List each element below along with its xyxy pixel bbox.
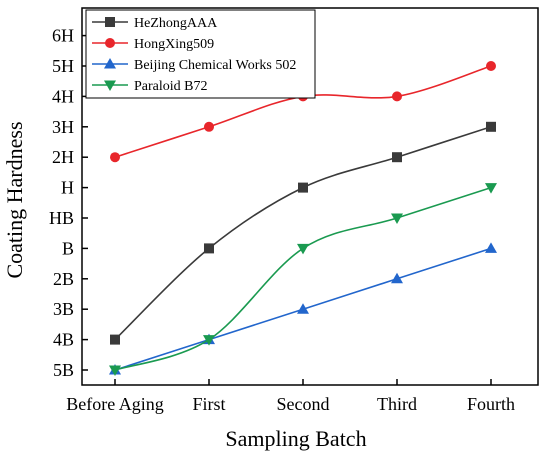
legend: HeZhongAAA HongXing509 Beijing Chemical Wo… (85, 9, 316, 99)
legend-label: HongXing509 (134, 37, 214, 52)
data-point (105, 17, 115, 27)
legend-label: HeZhongAAA (134, 16, 218, 31)
legend-label: Paraloid B72 (134, 79, 208, 94)
data-point (109, 365, 121, 376)
data-point (486, 61, 496, 71)
y-tick-label: HB (49, 208, 74, 228)
legend-item: Paraloid B72 (92, 79, 208, 94)
y-tick-label: 2B (53, 269, 74, 289)
y-tick-label: 4H (52, 86, 74, 106)
x-tick-label: Third (377, 394, 417, 414)
data-point (203, 335, 215, 346)
y-tick-label: H (61, 178, 74, 198)
data-point (104, 58, 116, 69)
data-point (392, 152, 402, 163)
y-axis-title: Coating Hardness (2, 121, 27, 278)
y-tick-label: 2H (52, 147, 74, 167)
legend-item: HeZhongAAA (92, 16, 218, 31)
data-point (486, 121, 496, 132)
data-point (392, 91, 402, 102)
y-tick-label: 5B (53, 360, 74, 380)
data-point (104, 80, 116, 91)
y-tick-label: 3H (52, 117, 74, 137)
y-tick-label: 3B (53, 299, 74, 319)
data-point (391, 272, 403, 284)
plot-border (81, 7, 539, 386)
series-hezhongaaa (110, 121, 496, 345)
series-paraloid-b72 (109, 183, 497, 376)
data-point (485, 242, 497, 253)
x-axis: Before Aging First Second Third Fourth (66, 379, 515, 414)
series-beijing-chemical-works-502 (109, 242, 497, 375)
data-point (110, 334, 120, 345)
series-layer (109, 61, 497, 376)
y-tick-label: 6H (52, 26, 74, 46)
y-tick-label: 5H (52, 56, 74, 76)
data-point (204, 121, 214, 132)
data-point (297, 303, 309, 314)
series-line (114, 186, 492, 371)
x-axis-title: Sampling Batch (225, 426, 366, 451)
x-tick-label: Before Aging (66, 394, 163, 414)
y-tick-label: B (62, 238, 74, 258)
legend-item: Beijing Chemical Works 502 (92, 58, 296, 73)
data-point (105, 38, 115, 48)
y-tick-label: 4B (53, 330, 74, 350)
x-tick-label: Fourth (467, 394, 515, 414)
x-tick-label: First (192, 394, 225, 414)
data-point (110, 152, 120, 163)
y-axis: 5B 4B 3B 2B B HB H 2H 3H 4H 5H 6H (49, 26, 88, 380)
data-point (298, 182, 308, 193)
data-point (204, 243, 214, 254)
data-point (391, 213, 403, 224)
legend-box (85, 9, 316, 99)
plot-frame (81, 7, 539, 386)
x-tick-label: Second (277, 394, 330, 414)
data-point (297, 243, 309, 255)
legend-label: Beijing Chemical Works 502 (134, 58, 296, 73)
data-point (485, 183, 497, 194)
legend-item: HongXing509 (92, 37, 214, 52)
